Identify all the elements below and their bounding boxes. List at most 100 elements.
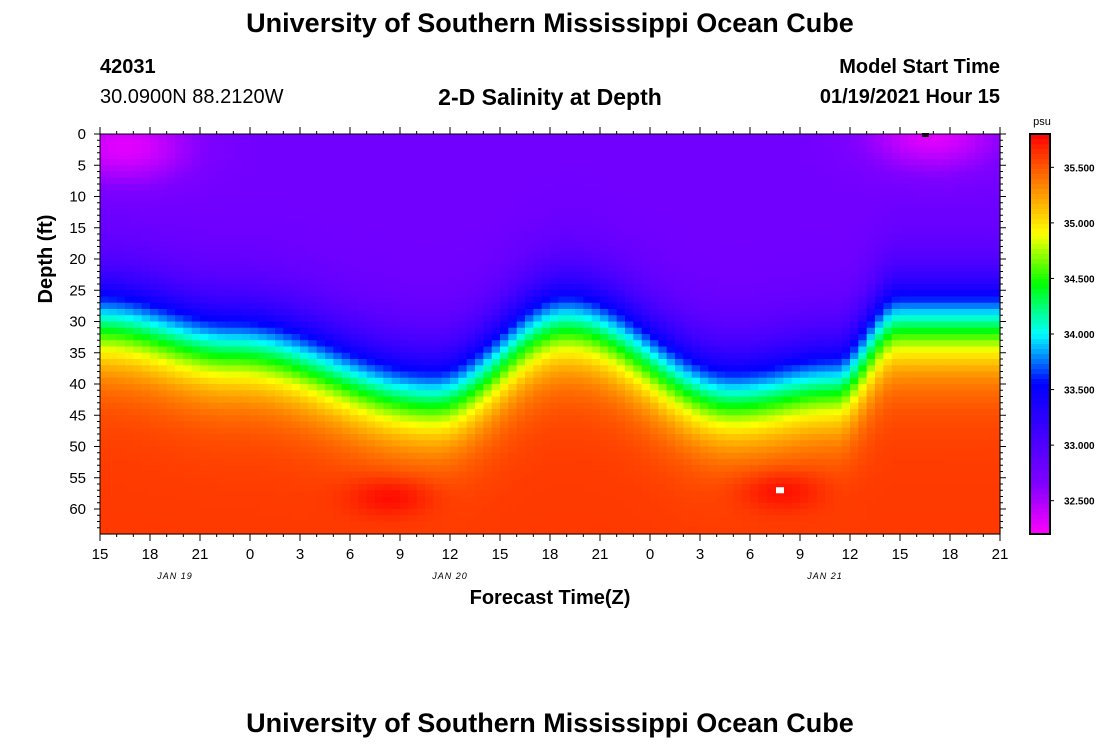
heatmap-cell — [508, 352, 518, 360]
heatmap-cell — [375, 390, 384, 398]
heatmap-cell — [875, 159, 884, 166]
heatmap-cell — [425, 171, 434, 179]
heatmap-cell — [358, 302, 368, 310]
heatmap-cell — [375, 259, 384, 266]
heatmap-cell — [358, 202, 368, 210]
heatmap-cell — [133, 265, 143, 273]
heatmap-cell — [808, 265, 818, 273]
heatmap-cell — [150, 177, 159, 185]
heatmap-cell — [183, 134, 193, 141]
heatmap-cell — [191, 196, 201, 204]
heatmap-cell — [750, 227, 759, 235]
heatmap-cell — [191, 396, 201, 404]
heatmap-cell — [708, 190, 718, 198]
heatmap-cell — [733, 377, 743, 385]
heatmap-cell — [916, 252, 926, 260]
heatmap-cell — [833, 352, 843, 360]
heatmap-cell — [841, 359, 851, 366]
heatmap-cell — [391, 215, 401, 223]
heatmap-cell — [158, 315, 168, 323]
heatmap-cell — [616, 234, 626, 241]
heatmap-cell — [716, 215, 726, 223]
heatmap-cell — [475, 290, 484, 298]
heatmap-cell — [433, 365, 443, 373]
heatmap-cell — [366, 309, 376, 316]
heatmap-cell — [191, 252, 201, 260]
heatmap-cell — [916, 271, 926, 279]
heatmap-cell — [750, 202, 759, 210]
heatmap-cell — [108, 359, 118, 366]
heatmap-cell — [941, 190, 951, 198]
heatmap-cell — [566, 134, 576, 141]
heatmap-cell — [741, 159, 751, 166]
heatmap-cell — [916, 202, 926, 210]
heatmap-cell — [641, 296, 651, 304]
heatmap-cell — [766, 184, 776, 191]
heatmap-cell — [125, 246, 134, 254]
heatmap-cell — [141, 346, 151, 354]
heatmap-cell — [600, 321, 609, 329]
heatmap-cell — [191, 165, 201, 173]
heatmap-cell — [725, 190, 734, 198]
heatmap-cell — [358, 340, 368, 348]
heatmap-cell — [258, 152, 268, 160]
heatmap-cell — [783, 215, 793, 223]
heatmap-cell — [391, 309, 401, 316]
heatmap-cell — [441, 165, 451, 173]
heatmap-cell — [825, 390, 834, 398]
heatmap-cell — [275, 321, 284, 329]
heatmap-cell — [375, 409, 384, 416]
heatmap-cell — [658, 227, 668, 235]
heatmap-cell — [233, 134, 243, 141]
heatmap-cell — [175, 346, 184, 354]
heatmap-cell — [383, 221, 393, 229]
heatmap-cell — [858, 140, 868, 148]
heatmap-cell — [500, 377, 509, 385]
heatmap-cell — [175, 334, 184, 341]
heatmap-cell — [733, 396, 743, 404]
heatmap-cell — [191, 246, 201, 254]
heatmap-cell — [216, 227, 226, 235]
heatmap-cell — [275, 365, 284, 373]
heatmap-cell — [358, 321, 368, 329]
heatmap-cell — [433, 190, 443, 198]
heatmap-cell — [708, 390, 718, 398]
heatmap-cell — [358, 346, 368, 354]
heatmap-cell — [116, 140, 126, 148]
heatmap-cell — [650, 359, 659, 366]
heatmap-cell — [875, 215, 884, 223]
heatmap-cell — [766, 359, 776, 366]
heatmap-cell — [883, 365, 893, 373]
heatmap-cell — [783, 165, 793, 173]
heatmap-cell — [533, 146, 543, 154]
heatmap-cell — [391, 277, 401, 285]
heatmap-cell — [241, 259, 251, 266]
heatmap-cell — [783, 321, 793, 329]
heatmap-cell — [591, 171, 601, 179]
heatmap-cell — [916, 159, 926, 166]
heatmap-cell — [825, 190, 834, 198]
heatmap-cell — [175, 277, 184, 285]
heatmap-cell — [425, 152, 434, 160]
heatmap-cell — [950, 296, 959, 304]
heatmap-cell — [158, 196, 168, 204]
heatmap-cell — [733, 146, 743, 154]
heatmap-cell — [800, 196, 809, 204]
heatmap-cell — [333, 365, 343, 373]
heatmap-cell — [241, 252, 251, 260]
heatmap-cell — [275, 227, 284, 235]
heatmap-cell — [166, 390, 176, 398]
heatmap-cell — [108, 159, 118, 166]
heatmap-cell — [441, 209, 451, 216]
heatmap-cell — [458, 277, 468, 285]
heatmap-cell — [700, 377, 709, 385]
heatmap-cell — [533, 202, 543, 210]
heatmap-cell — [250, 202, 259, 210]
heatmap-cell — [325, 234, 334, 241]
heatmap-cell — [200, 259, 209, 266]
heatmap-cell — [150, 384, 159, 391]
heatmap-cell — [741, 346, 751, 354]
heatmap-cell — [158, 202, 168, 210]
heatmap-cell — [108, 377, 118, 385]
heatmap-cell — [341, 234, 351, 241]
